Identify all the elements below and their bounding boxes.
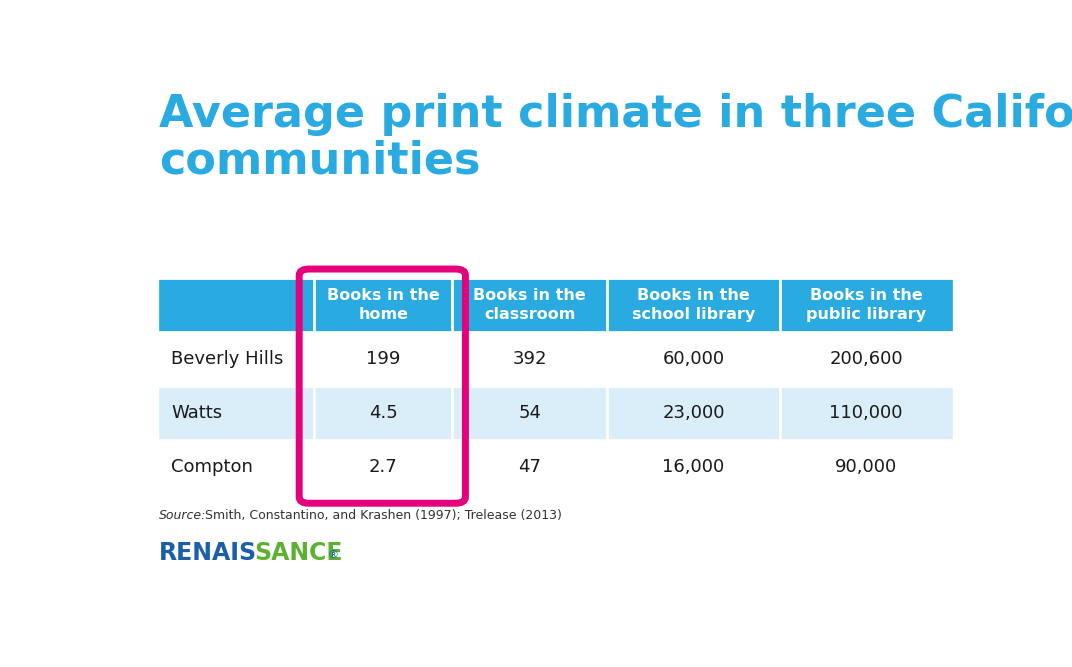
FancyBboxPatch shape bbox=[452, 331, 608, 386]
Text: Compton: Compton bbox=[172, 458, 253, 476]
Text: 54: 54 bbox=[518, 404, 541, 422]
Text: 199: 199 bbox=[366, 350, 400, 368]
FancyBboxPatch shape bbox=[779, 440, 952, 494]
FancyBboxPatch shape bbox=[314, 331, 452, 386]
Text: 2.7: 2.7 bbox=[369, 458, 398, 476]
Text: Source:: Source: bbox=[159, 509, 206, 522]
FancyBboxPatch shape bbox=[779, 331, 952, 386]
FancyBboxPatch shape bbox=[452, 277, 608, 331]
Text: communities: communities bbox=[159, 139, 480, 182]
FancyBboxPatch shape bbox=[608, 440, 779, 494]
Text: 200,600: 200,600 bbox=[830, 350, 903, 368]
Text: Smith, Constantino, and Krashen (1997); Trelease (2013): Smith, Constantino, and Krashen (1997); … bbox=[202, 509, 562, 522]
Text: Books in the
home: Books in the home bbox=[327, 288, 440, 321]
FancyBboxPatch shape bbox=[779, 277, 952, 331]
Text: ®: ® bbox=[328, 550, 339, 560]
FancyBboxPatch shape bbox=[314, 277, 452, 331]
FancyBboxPatch shape bbox=[452, 440, 608, 494]
Text: 392: 392 bbox=[512, 350, 547, 368]
FancyBboxPatch shape bbox=[159, 386, 314, 440]
Text: 16,000: 16,000 bbox=[662, 458, 725, 476]
FancyBboxPatch shape bbox=[159, 331, 314, 386]
Text: SANCE: SANCE bbox=[254, 542, 343, 566]
Text: 47: 47 bbox=[518, 458, 541, 476]
Text: Average print climate in three California: Average print climate in three Californi… bbox=[159, 93, 1072, 136]
Text: Beverly Hills: Beverly Hills bbox=[172, 350, 284, 368]
FancyBboxPatch shape bbox=[159, 440, 314, 494]
Text: Watts: Watts bbox=[172, 404, 223, 422]
FancyBboxPatch shape bbox=[314, 386, 452, 440]
FancyBboxPatch shape bbox=[608, 386, 779, 440]
FancyBboxPatch shape bbox=[779, 386, 952, 440]
Text: 90,000: 90,000 bbox=[835, 458, 897, 476]
Text: Books in the
public library: Books in the public library bbox=[806, 288, 926, 321]
Text: 4.5: 4.5 bbox=[369, 404, 398, 422]
Text: RENAIS: RENAIS bbox=[159, 542, 257, 566]
Text: 60,000: 60,000 bbox=[662, 350, 725, 368]
Text: Books in the
classroom: Books in the classroom bbox=[474, 288, 586, 321]
Text: Books in the
school library: Books in the school library bbox=[632, 288, 756, 321]
FancyBboxPatch shape bbox=[608, 331, 779, 386]
FancyBboxPatch shape bbox=[452, 386, 608, 440]
Text: 23,000: 23,000 bbox=[662, 404, 725, 422]
FancyBboxPatch shape bbox=[159, 277, 314, 331]
Text: 110,000: 110,000 bbox=[830, 404, 903, 422]
FancyBboxPatch shape bbox=[314, 440, 452, 494]
FancyBboxPatch shape bbox=[608, 277, 779, 331]
